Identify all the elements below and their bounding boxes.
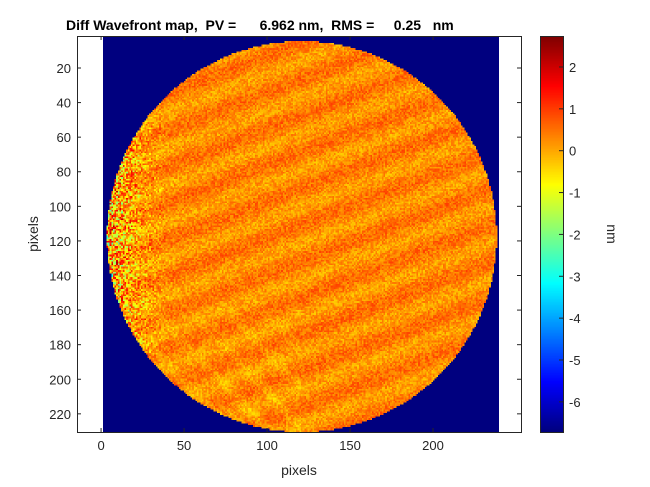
colorbar-tick-label: -4	[569, 311, 581, 326]
x-tick-label: 200	[422, 438, 444, 453]
colorbar-tick-label: -2	[569, 227, 581, 242]
colorbar-frame	[540, 36, 564, 433]
colorbar-tick-label: 0	[569, 144, 576, 159]
colorbar-tick-label: -6	[569, 395, 581, 410]
colorbar-tick-label: 2	[569, 60, 576, 75]
y-tick-label: 220	[49, 407, 71, 422]
y-tick-label: 200	[49, 372, 71, 387]
chart-title: Diff Wavefront map, PV = 6.962 nm, RMS =…	[66, 17, 454, 33]
colorbar-tick-label: -3	[569, 269, 581, 284]
x-tick-label: 50	[177, 438, 191, 453]
plot-frame	[77, 36, 522, 433]
y-tick-label: 60	[57, 130, 71, 145]
y-axis-label: pixels	[25, 216, 41, 252]
y-tick-label: 120	[49, 234, 71, 249]
x-tick-label: 0	[97, 438, 104, 453]
y-tick-label: 160	[49, 303, 71, 318]
colorbar-tick-label: 1	[569, 102, 576, 117]
colorbar-label: nm	[604, 224, 620, 243]
x-tick-label: 150	[339, 438, 361, 453]
y-tick-label: 80	[57, 165, 71, 180]
y-tick-label: 100	[49, 199, 71, 214]
y-tick-label: 20	[57, 61, 71, 76]
colorbar	[540, 36, 563, 432]
colorbar-tick-label: -1	[569, 186, 581, 201]
y-tick-label: 40	[57, 96, 71, 111]
x-tick-label: 100	[256, 438, 278, 453]
heatmap-image	[103, 36, 499, 432]
x-axis-label: pixels	[281, 462, 317, 478]
y-tick-label: 180	[49, 338, 71, 353]
colorbar-tick-label: -5	[569, 353, 581, 368]
y-tick-label: 140	[49, 269, 71, 284]
